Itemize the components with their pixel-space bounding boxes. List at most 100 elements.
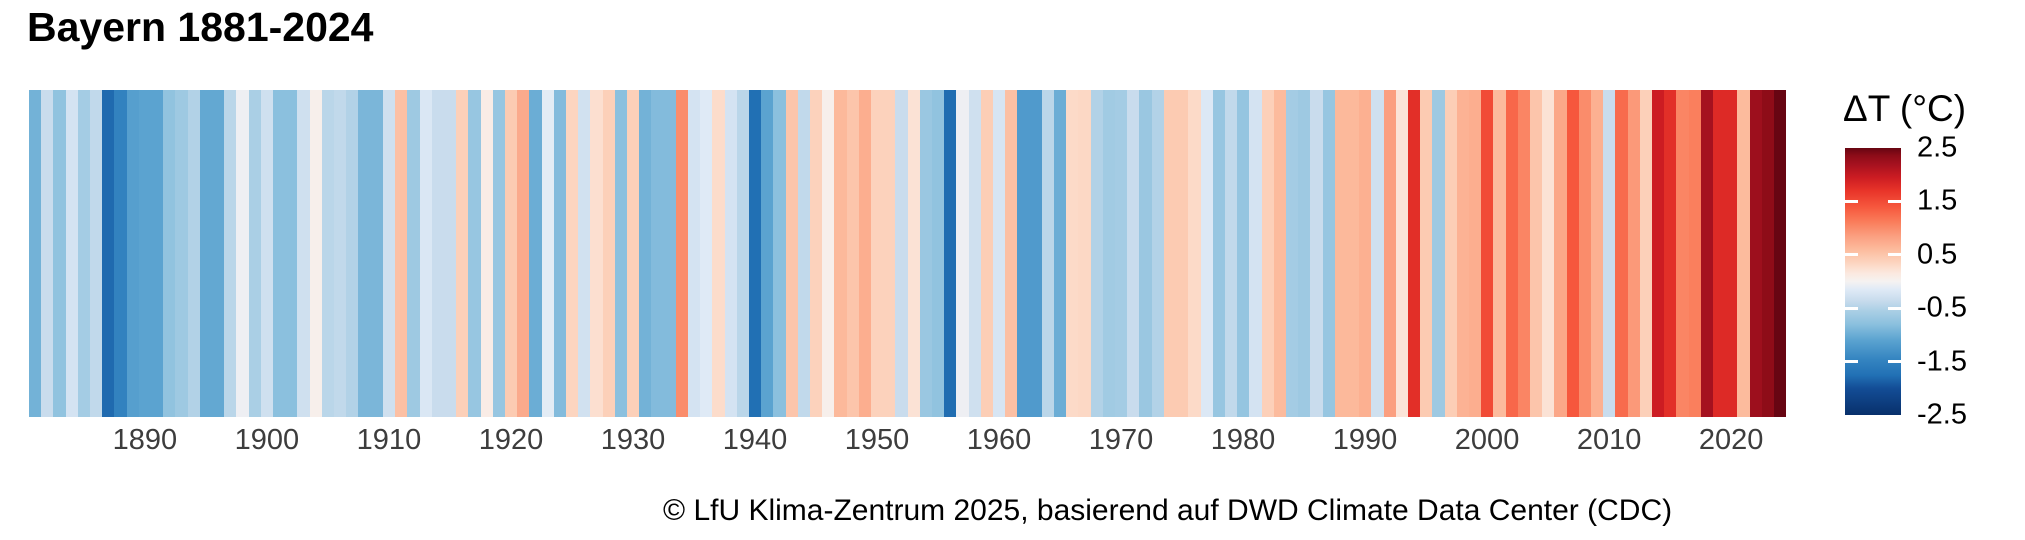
x-tick-label-1940: 1940: [722, 424, 788, 456]
stripe-year-1901: [273, 90, 286, 417]
stripe-year-1970: [1115, 90, 1128, 417]
stripe-year-1935: [687, 90, 701, 417]
stripe-year-1940: [748, 90, 762, 417]
stripe-year-1986: [1310, 90, 1323, 417]
stripe-year-1947: [834, 90, 847, 417]
stripe-year-1997: [1444, 90, 1457, 417]
attribution-text: © LfU Klima-Zentrum 2025, basierend auf …: [663, 494, 1673, 527]
stripe-year-1919: [492, 90, 505, 417]
stripe-year-1882: [41, 90, 54, 417]
stripe-year-1959: [980, 90, 994, 417]
stripe-year-1982: [1261, 90, 1274, 417]
stripe-year-1972: [1139, 90, 1152, 417]
stripe-year-1980: [1237, 90, 1250, 417]
stripe-year-2003: [1517, 90, 1530, 417]
legend-title: ΔT (°C): [1843, 88, 1967, 129]
x-tick-label-1970: 1970: [1088, 424, 1154, 456]
stripe-year-1984: [1285, 90, 1299, 417]
stripe-year-1892: [163, 90, 176, 417]
stripe-year-1958: [968, 90, 981, 417]
stripe-year-1949: [858, 90, 872, 417]
stripe-year-1915: [443, 90, 457, 417]
colorbar-tick-mark: [1845, 199, 1858, 203]
x-tick-label-1980: 1980: [1210, 424, 1276, 456]
x-tick-label-1960: 1960: [966, 424, 1032, 456]
stripe-year-1973: [1151, 90, 1164, 417]
stripe-year-1888: [114, 90, 127, 417]
stripe-year-1927: [590, 90, 603, 417]
stripe-year-1985: [1298, 90, 1311, 417]
stripe-year-1939: [736, 90, 749, 417]
stripe-year-1942: [773, 90, 786, 417]
stripe-year-1934: [675, 90, 688, 417]
stripe-year-1911: [395, 90, 408, 417]
stripe-year-2021: [1737, 90, 1750, 417]
x-tick-label-1910: 1910: [356, 424, 422, 456]
stripe-year-2012: [1627, 90, 1640, 417]
stripe-year-1902: [285, 90, 298, 417]
stripe-year-1937: [712, 90, 725, 417]
colorbar-label-0.5: 0.5: [1917, 238, 1958, 271]
colorbar-label-2.5: 2.5: [1917, 131, 1958, 164]
colorbar-label--0.5: -0.5: [1917, 291, 1967, 324]
stripe-year-2004: [1529, 90, 1543, 417]
stripe-year-1955: [932, 90, 945, 417]
stripe-year-1931: [639, 90, 652, 417]
x-tick-label-2020: 2020: [1698, 424, 1764, 456]
stripe-year-1921: [517, 90, 530, 417]
x-tick-label-1930: 1930: [600, 424, 666, 456]
stripe-year-1920: [504, 90, 518, 417]
stripe-year-1978: [1212, 90, 1225, 417]
x-tick-label-2010: 2010: [1576, 424, 1642, 456]
x-tick-label-1920: 1920: [478, 424, 544, 456]
stripe-year-1917: [468, 90, 481, 417]
colorbar-label-1.5: 1.5: [1917, 184, 1958, 217]
stripe-year-1948: [846, 90, 859, 417]
stripe-year-1896: [212, 90, 225, 417]
warming-stripes-plot: [29, 90, 1787, 417]
stripe-year-2013: [1639, 90, 1653, 417]
stripe-year-1906: [334, 90, 347, 417]
stripe-year-1974: [1163, 90, 1177, 417]
stripe-year-1905: [321, 90, 335, 417]
stripe-year-1889: [126, 90, 139, 417]
stripe-year-1943: [785, 90, 798, 417]
stripe-year-1941: [761, 90, 774, 417]
stripe-year-1960: [993, 90, 1006, 417]
stripe-year-1898: [236, 90, 249, 417]
stripe-year-1887: [102, 90, 115, 417]
stripe-year-1963: [1029, 90, 1042, 417]
stripe-year-1881: [29, 90, 42, 417]
stripe-year-1950: [871, 90, 884, 417]
stripe-year-1913: [419, 90, 432, 417]
stripe-year-1926: [578, 90, 591, 417]
stripe-year-1992: [1383, 90, 1396, 417]
stripe-year-1897: [224, 90, 237, 417]
stripe-year-1908: [358, 90, 371, 417]
stripe-year-1914: [431, 90, 444, 417]
stripe-year-1964: [1041, 90, 1055, 417]
stripe-year-1998: [1456, 90, 1469, 417]
stripe-year-1967: [1078, 90, 1091, 417]
colorbar-tick-mark: [1888, 306, 1901, 310]
stripe-year-1987: [1322, 90, 1335, 417]
colorbar-label--1.5: -1.5: [1917, 345, 1967, 378]
stripe-year-1893: [175, 90, 188, 417]
stripe-year-1907: [346, 90, 359, 417]
stripe-year-2007: [1566, 90, 1579, 417]
stripe-year-2000: [1481, 90, 1494, 417]
stripe-year-1895: [199, 90, 213, 417]
stripe-year-1910: [382, 90, 396, 417]
stripe-year-1994: [1407, 90, 1421, 417]
stripe-year-1996: [1432, 90, 1445, 417]
stripe-year-1993: [1395, 90, 1408, 417]
stripe-year-1912: [407, 90, 420, 417]
stripe-year-2009: [1591, 90, 1604, 417]
stripe-year-1976: [1188, 90, 1201, 417]
stripe-year-1899: [248, 90, 261, 417]
stripe-year-1929: [614, 90, 627, 417]
stripe-year-1969: [1102, 90, 1116, 417]
stripe-year-1954: [919, 90, 933, 417]
stripe-year-2006: [1554, 90, 1567, 417]
stripe-year-1977: [1200, 90, 1213, 417]
